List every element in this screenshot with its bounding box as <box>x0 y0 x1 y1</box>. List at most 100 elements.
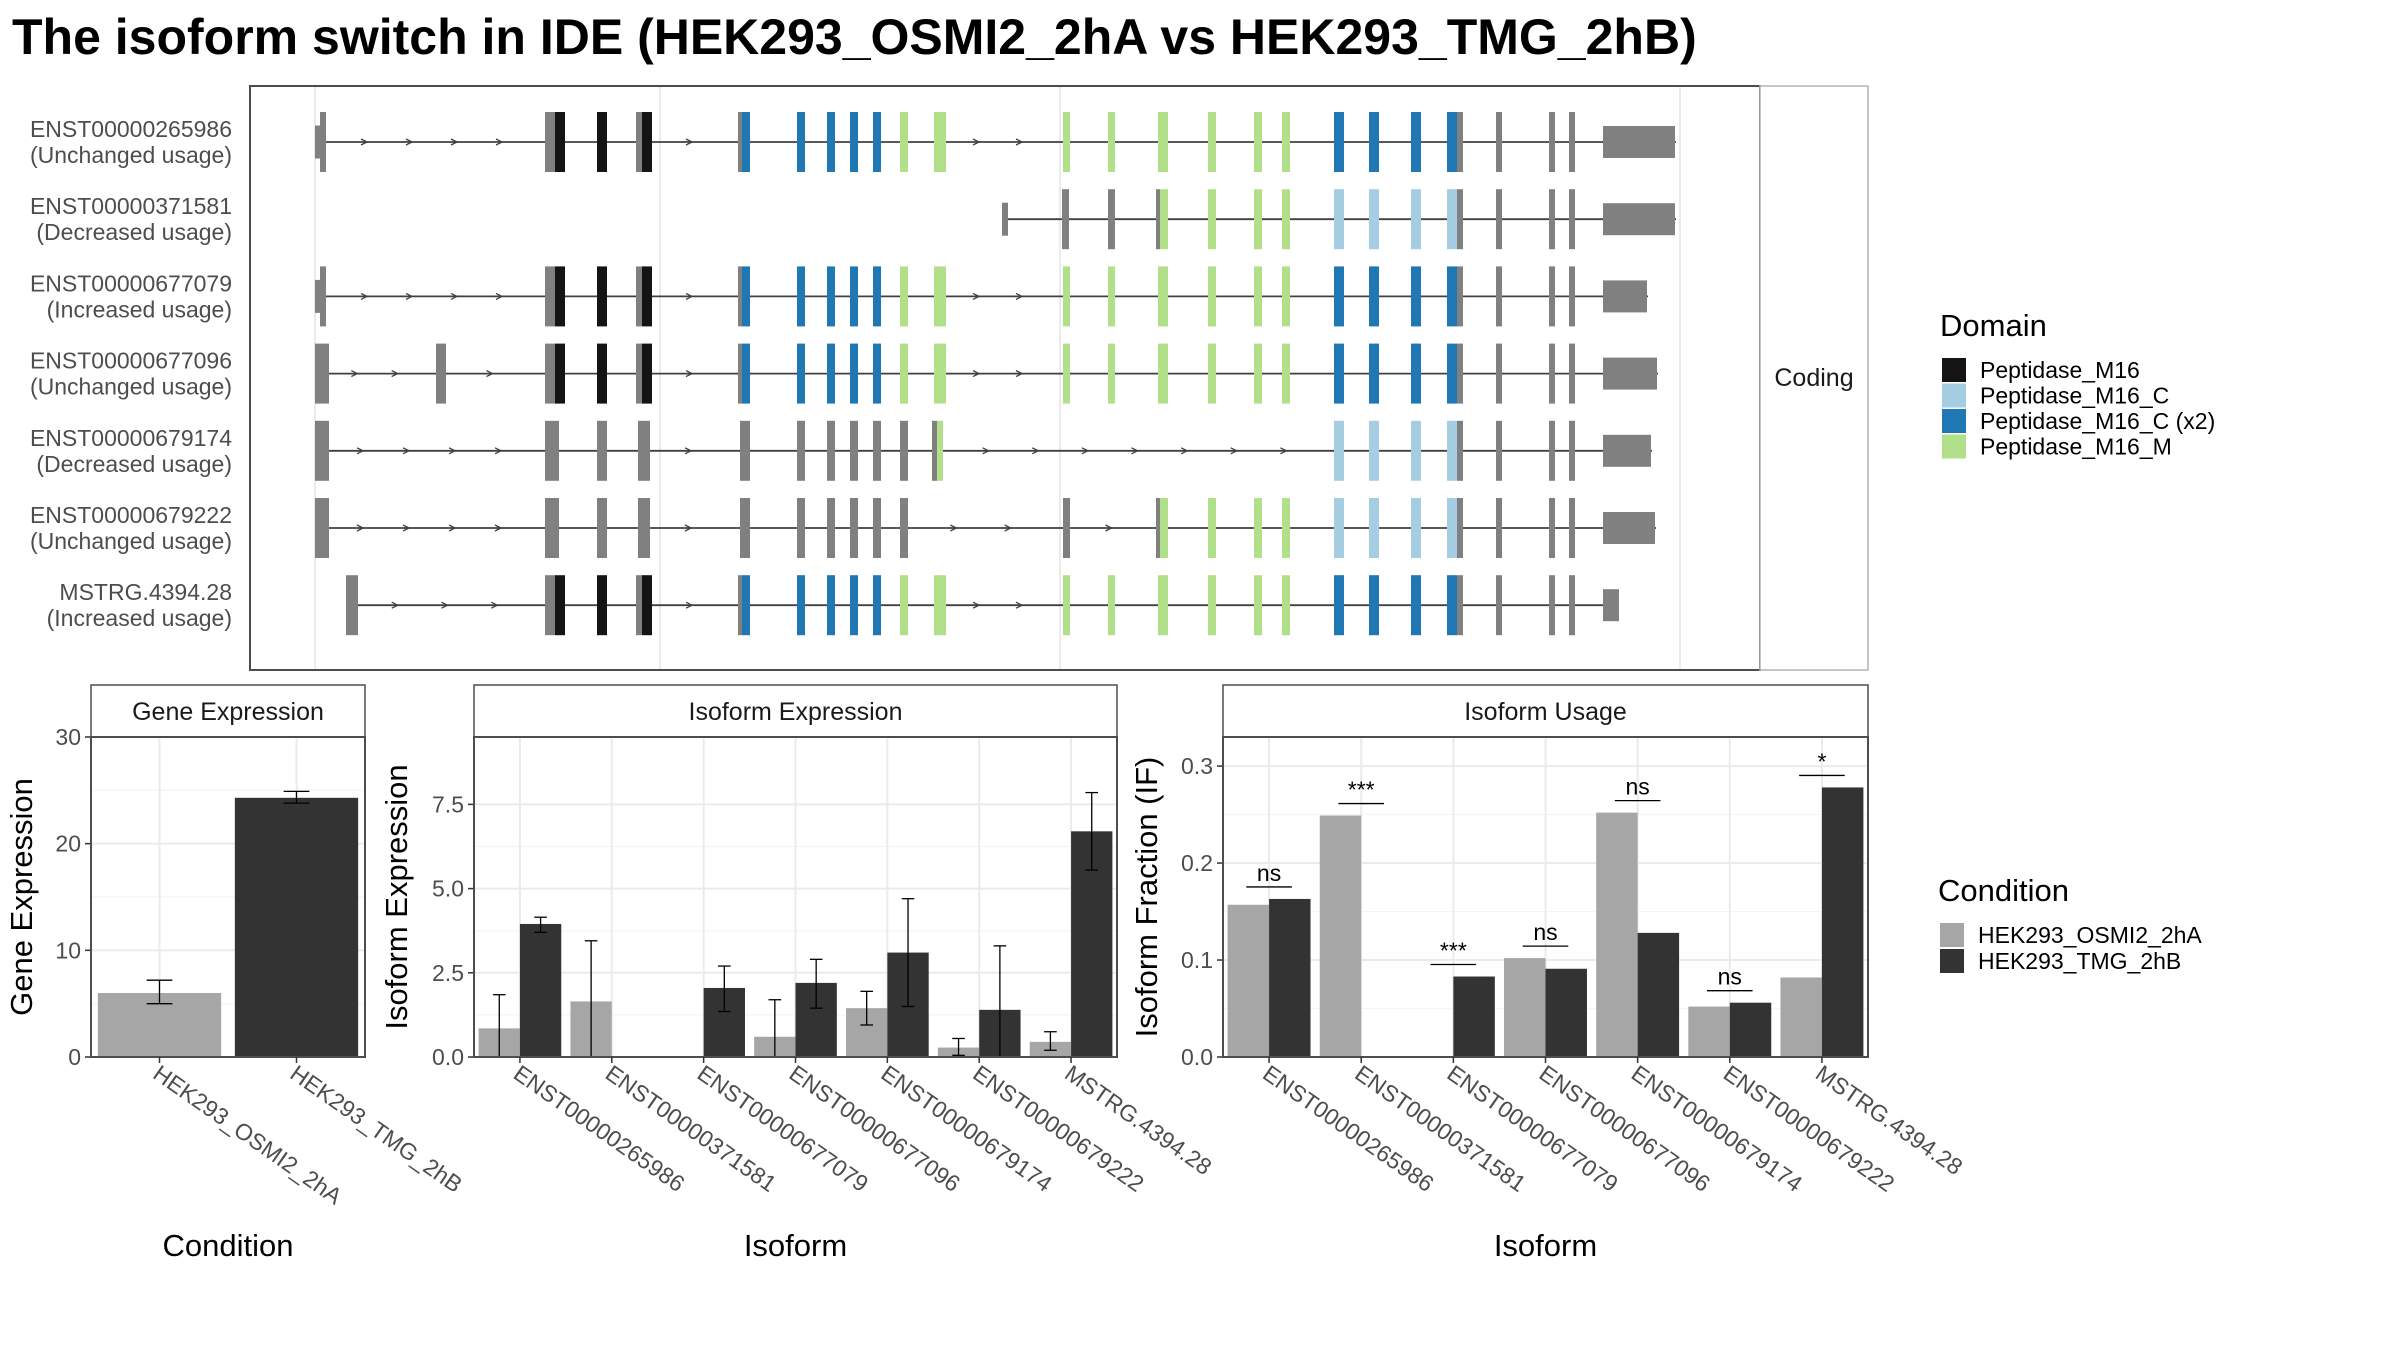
intron-arrow-icon <box>982 447 991 455</box>
significance-label: ns <box>1533 919 1557 945</box>
domain-legend-label: Peptidase_M16_M <box>1980 434 2172 460</box>
exon-block <box>738 266 742 327</box>
exon-block <box>1496 343 1502 404</box>
exon-block <box>545 343 555 404</box>
y-tick-label: 30 <box>55 724 81 750</box>
y-tick-label: 7.5 <box>432 791 464 817</box>
exon-block <box>827 266 835 327</box>
exon-block <box>1108 575 1115 636</box>
exon-block <box>1334 575 1344 636</box>
exon-block <box>1062 189 1069 250</box>
transcript-row: ENST00000679222(Unchanged usage) <box>30 498 1656 558</box>
data-bar <box>1545 968 1587 1057</box>
figure-title: The isoform switch in IDE (HEK293_OSMI2_… <box>12 9 1697 65</box>
exon-block <box>1108 112 1115 172</box>
exon-block <box>827 498 835 558</box>
exon-block <box>555 266 565 327</box>
transcript-id-label: ENST00000677096 <box>30 348 232 374</box>
exon-block <box>1447 189 1457 250</box>
exon-block <box>797 420 805 481</box>
intron-arrow-icon <box>1015 601 1024 609</box>
exon-block <box>555 575 565 636</box>
exon-block <box>1208 266 1216 327</box>
exon-block <box>1569 343 1575 404</box>
significance-label: *** <box>1440 938 1467 964</box>
exon-block <box>1156 498 1160 558</box>
exon-block <box>1002 202 1008 236</box>
exon-block <box>738 575 742 636</box>
intron-arrow-icon <box>684 524 693 532</box>
structure-plot-background <box>250 86 1760 670</box>
exon-block <box>850 343 858 404</box>
exon-block <box>934 575 946 636</box>
exon-block <box>1108 343 1115 404</box>
domain-legend-title: Domain <box>1940 308 2047 343</box>
x-axis-title: Condition <box>163 1228 294 1263</box>
intron-arrow-icon <box>405 292 414 300</box>
significance-label: ns <box>1257 860 1281 886</box>
coding-facet-strip <box>1759 85 1869 671</box>
y-tick-label: 0.3 <box>1181 753 1213 779</box>
exon-block <box>1108 189 1115 250</box>
exon-block <box>1411 575 1421 636</box>
exon-block <box>1158 266 1168 327</box>
exon-block <box>742 112 750 172</box>
transcript-row: ENST00000265986(Unchanged usage) <box>30 112 1676 172</box>
exon-block <box>1549 420 1555 481</box>
intron-arrow-icon <box>405 138 414 146</box>
exon-block <box>797 112 805 172</box>
exon-block <box>1549 343 1555 404</box>
exon-block <box>1156 189 1160 250</box>
exon-block <box>850 498 858 558</box>
intron-arrow-icon <box>495 138 504 146</box>
intron-arrow-icon <box>972 370 981 378</box>
x-tick-label: ENST00000677096 <box>1535 1060 1715 1197</box>
panel-strip <box>90 684 366 738</box>
y-tick-label: 10 <box>55 937 81 963</box>
y-tick-label: 0.0 <box>1181 1044 1213 1070</box>
condition-legend-swatch <box>1940 949 1964 973</box>
exon-block <box>827 112 835 172</box>
significance-label: ns <box>1625 774 1649 800</box>
exon-block <box>1208 112 1216 172</box>
exon-block <box>1447 112 1457 172</box>
intron-arrow-icon <box>356 447 365 455</box>
exon-block <box>642 575 652 636</box>
domain-legend-swatch <box>1942 358 1966 382</box>
exon-block <box>740 420 750 481</box>
exon-block <box>1457 189 1463 250</box>
data-bar <box>1269 898 1311 1057</box>
intron-arrow-icon <box>360 138 369 146</box>
x-tick-label: ENST00000371581 <box>1350 1060 1530 1197</box>
data-bar <box>1780 977 1822 1057</box>
transcript-usage-label: (Increased usage) <box>47 605 232 631</box>
condition-legend-label: HEK293_TMG_2hB <box>1978 948 2181 974</box>
transcript-row: ENST00000371581(Decreased usage) <box>30 189 1676 250</box>
condition-legend-label: HEK293_OSMI2_2hA <box>1978 922 2202 948</box>
exon-block <box>1369 112 1379 172</box>
domain-legend-label: Peptidase_M16_C <box>1980 383 2169 409</box>
exon-block <box>873 112 881 172</box>
data-bar <box>1319 815 1362 1057</box>
exon-block <box>1282 266 1290 327</box>
exon-block <box>315 420 329 481</box>
exon-block <box>597 266 607 327</box>
exon-block <box>900 498 908 558</box>
x-tick-label: ENST00000679222 <box>1719 1060 1899 1197</box>
utr-block <box>1603 357 1657 390</box>
exon-block <box>1063 112 1070 172</box>
exon-block <box>738 343 742 404</box>
exon-block <box>1334 112 1344 172</box>
panel-strip-title: Gene Expression <box>132 698 324 726</box>
exon-block <box>1108 266 1115 327</box>
exon-block <box>1334 343 1344 404</box>
exon-block <box>1457 420 1463 481</box>
exon-block <box>1549 112 1555 172</box>
data-bar <box>234 797 359 1057</box>
exon-block <box>1158 112 1168 172</box>
exon-block <box>1411 343 1421 404</box>
transcript-usage-label: (Decreased usage) <box>36 219 232 245</box>
exon-block <box>1369 343 1379 404</box>
intron-arrow-icon <box>950 524 958 532</box>
